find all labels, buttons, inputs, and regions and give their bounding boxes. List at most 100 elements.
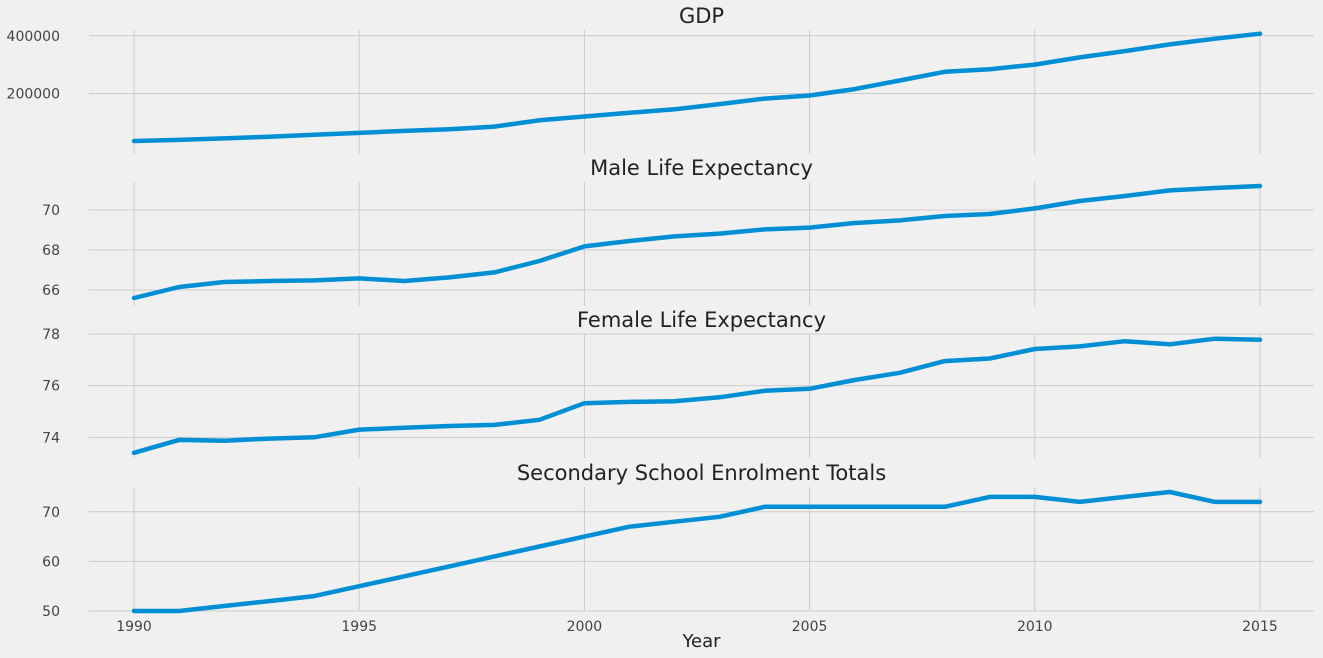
data-point (267, 437, 271, 441)
subplot-title: Male Life Expectancy (590, 156, 813, 180)
data-point (402, 574, 406, 578)
data-point (1033, 495, 1037, 499)
y-tick-label: 50 (42, 604, 60, 620)
data-point (943, 359, 947, 363)
y-tick-label: 66 (42, 283, 60, 299)
series-line (131, 336, 1263, 456)
data-point (627, 525, 631, 529)
data-point (222, 439, 226, 443)
data-point (492, 270, 496, 274)
series-line (131, 489, 1263, 614)
subplot-1: 200000 400000 GDP (7, 4, 1314, 154)
data-point (988, 67, 992, 71)
data-point (898, 78, 902, 82)
data-point (1168, 42, 1172, 46)
data-point (898, 505, 902, 509)
data-point (988, 212, 992, 216)
subplot-3: 74 76 78 Female Life Expectancy (42, 308, 1314, 458)
data-point (582, 401, 586, 405)
data-point (1033, 347, 1037, 351)
x-tick-label: 1990 (116, 619, 152, 635)
data-point (763, 505, 767, 509)
subplot-2: 66 68 70 Male Life Expectancy (42, 156, 1314, 306)
data-point (492, 554, 496, 558)
data-point (537, 545, 541, 549)
data-point (132, 609, 136, 613)
data-point (1123, 194, 1127, 198)
data-point (402, 279, 406, 283)
data-point (853, 505, 857, 509)
data-point (853, 87, 857, 91)
data-point (447, 275, 451, 279)
data-point (582, 115, 586, 119)
data-point (627, 239, 631, 243)
data-point (853, 221, 857, 225)
data-point (1078, 199, 1082, 203)
y-tick-label: 78 (42, 327, 60, 343)
data-point (132, 451, 136, 455)
data-point (853, 378, 857, 382)
x-tick-label: 1995 (341, 619, 377, 635)
data-point (1258, 500, 1262, 504)
data-point (898, 371, 902, 375)
data-point (988, 357, 992, 361)
subplot-title: GDP (679, 4, 724, 28)
x-tick-label: 2000 (567, 619, 603, 635)
data-point (267, 135, 271, 139)
data-point (267, 279, 271, 283)
subplot-title: Female Life Expectancy (577, 308, 826, 332)
data-point (447, 424, 451, 428)
data-point (1258, 32, 1262, 36)
y-tick-label: 400000 (7, 29, 60, 45)
data-point (582, 244, 586, 248)
data-point (1213, 500, 1217, 504)
data-point (718, 232, 722, 236)
data-point (222, 280, 226, 284)
data-point (1033, 63, 1037, 67)
x-tick-label: 2005 (792, 619, 828, 635)
y-tick-label: 60 (42, 554, 60, 570)
data-point (672, 399, 676, 403)
data-point (627, 111, 631, 115)
data-point (132, 139, 136, 143)
data-point (627, 400, 631, 404)
data-point (492, 423, 496, 427)
data-point (1123, 49, 1127, 53)
data-point (763, 389, 767, 393)
data-point (718, 395, 722, 399)
data-point (582, 535, 586, 539)
data-point (312, 133, 316, 137)
data-point (357, 584, 361, 588)
y-tick-label: 70 (42, 505, 60, 521)
data-point (718, 515, 722, 519)
data-point (132, 296, 136, 300)
data-point (447, 127, 451, 131)
data-point (1213, 37, 1217, 41)
subplot-title: Secondary School Enrolment Totals (517, 461, 886, 485)
data-point (447, 564, 451, 568)
data-point (1123, 495, 1127, 499)
data-point (1168, 188, 1172, 192)
x-tick-label: 2015 (1242, 619, 1278, 635)
data-point (1213, 337, 1217, 341)
data-point (1078, 344, 1082, 348)
data-point (1078, 500, 1082, 504)
y-tick-label: 74 (42, 430, 60, 446)
data-point (943, 214, 947, 218)
x-tick-label: 2010 (1017, 619, 1053, 635)
data-point (1258, 338, 1262, 342)
data-point (537, 418, 541, 422)
data-point (898, 218, 902, 222)
data-point (1033, 206, 1037, 210)
data-point (672, 234, 676, 238)
y-tick-label: 200000 (7, 86, 60, 102)
data-point (312, 435, 316, 439)
data-point (537, 259, 541, 263)
data-point (402, 426, 406, 430)
data-point (1078, 55, 1082, 59)
data-point (492, 125, 496, 129)
series-line (131, 183, 1263, 301)
data-point (357, 428, 361, 432)
data-point (763, 97, 767, 101)
